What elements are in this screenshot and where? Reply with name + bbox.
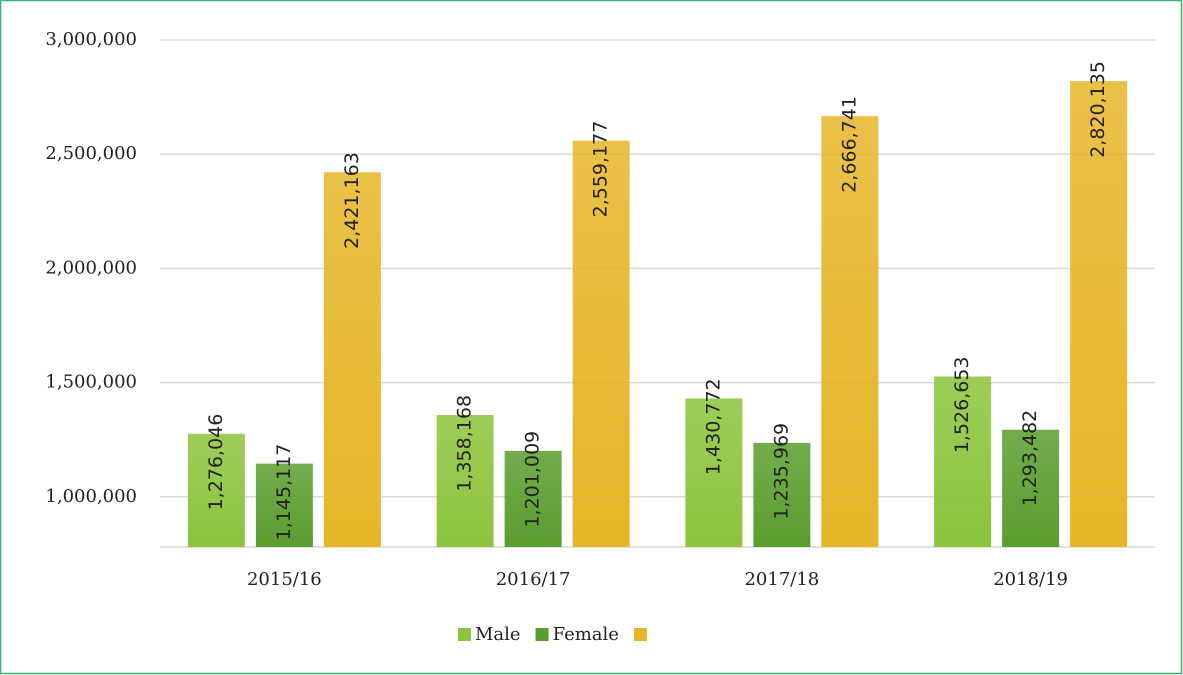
data-label: 1,145,117 xyxy=(273,444,295,541)
bar xyxy=(1070,81,1128,548)
data-label: 2,559,177 xyxy=(590,121,612,218)
x-tick-label: 2016/17 xyxy=(496,569,571,590)
bar xyxy=(436,414,494,547)
data-label: 1,276,046 xyxy=(205,414,227,511)
bar xyxy=(504,450,562,547)
x-tick-label: 2015/16 xyxy=(247,569,322,590)
y-tick-label: 2,000,000 xyxy=(45,257,137,278)
bar xyxy=(323,172,381,548)
bar xyxy=(1002,429,1060,547)
data-label: 1,358,168 xyxy=(454,395,476,492)
legend-swatch xyxy=(633,628,647,641)
bar xyxy=(753,442,811,547)
bar xyxy=(572,140,630,547)
bar xyxy=(187,433,245,547)
bar xyxy=(821,116,879,547)
data-label: 1,430,772 xyxy=(702,378,724,475)
y-tick-label: 3,000,000 xyxy=(45,29,137,50)
data-label: 2,666,741 xyxy=(838,96,860,193)
legend-label: Male xyxy=(475,624,521,645)
y-tick-label: 1,000,000 xyxy=(45,486,137,507)
data-label: 1,201,009 xyxy=(522,431,544,528)
data-label: 1,235,969 xyxy=(770,423,792,520)
legend-label: Female xyxy=(553,624,619,645)
x-tick-label: 2017/18 xyxy=(744,569,819,590)
data-label: 2,421,163 xyxy=(341,152,363,249)
legend-swatch xyxy=(458,628,471,641)
bar xyxy=(685,398,743,547)
data-label: 1,293,482 xyxy=(1019,410,1041,507)
y-tick-label: 2,500,000 xyxy=(45,143,137,164)
bar xyxy=(934,376,992,547)
data-label: 1,526,653 xyxy=(951,356,973,453)
legend-swatch xyxy=(535,628,549,641)
y-tick-label: 1,500,000 xyxy=(45,372,137,393)
x-tick-label: 2018/19 xyxy=(993,569,1068,590)
data-label: 2,820,135 xyxy=(1087,61,1109,158)
bar xyxy=(255,463,313,547)
